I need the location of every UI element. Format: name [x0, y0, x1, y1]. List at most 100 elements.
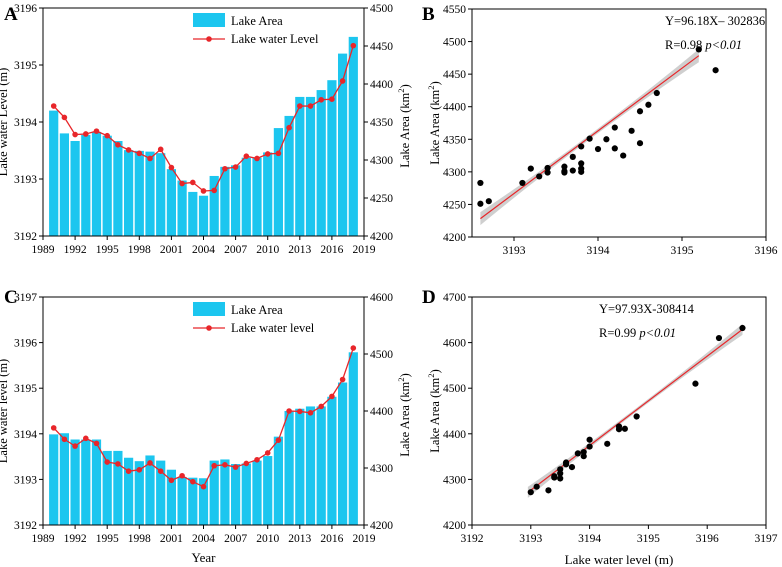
line-point-A-1993: [83, 131, 89, 137]
bar-C-2014: [305, 406, 316, 525]
line-point-A-1994: [93, 128, 100, 134]
bar-A-1992: [70, 141, 80, 236]
bar-C-1995: [102, 450, 112, 525]
x-tick-label-B-3193: 3193: [503, 245, 526, 257]
line-point-C-2000: [157, 468, 164, 474]
x-tick-label-C-1989: 1989: [32, 533, 55, 545]
y-tick-right-label-C-4200: 4200: [370, 520, 393, 532]
bar-C-2016: [327, 396, 337, 525]
bar-C-2017: [337, 382, 348, 525]
line-point-A-1997: [125, 147, 132, 153]
y-tick-label-B-4500: 4500: [443, 37, 466, 49]
scatter-point-B-9: [561, 168, 568, 175]
bar-C-1999: [145, 455, 155, 525]
x-tick-label-A-2016: 2016: [320, 244, 343, 256]
bar-C-2002: [177, 477, 187, 525]
bar-A-1993: [81, 134, 91, 236]
bar-C-2011: [273, 436, 284, 525]
scatter-point-B-5: [536, 173, 543, 180]
x-axis-label-D: Lake water level (m): [565, 552, 674, 567]
y-tick-left-label-C-3196: 3196: [14, 338, 37, 350]
legend-label-bar-A: Lake Area: [231, 14, 283, 28]
bar-A-2011: [273, 128, 284, 236]
y-tick-left-label-A-3192: 3192: [14, 231, 37, 243]
y-tick-label-D-4300: 4300: [443, 474, 466, 486]
bar-A-1991: [59, 133, 70, 236]
correlation-p-D: p<0.01: [638, 326, 676, 340]
x-tick-label-C-2010: 2010: [256, 533, 279, 545]
bar-A-1997: [123, 150, 134, 236]
line-point-C-2006: [222, 462, 228, 468]
scatter-point-B-27: [653, 89, 660, 97]
bar-C-1992: [70, 439, 80, 525]
scatter-point-B-6: [544, 169, 551, 176]
y-axis-right-label-A-main: Lake Area (km: [398, 93, 412, 168]
line-point-C-2017: [339, 376, 346, 383]
line-point-A-2017: [339, 78, 346, 84]
line-point-C-2010: [264, 450, 271, 456]
scatter-point-B-1: [477, 179, 484, 187]
scatter-point-B-23: [586, 135, 593, 142]
bar-C-2005: [209, 460, 219, 525]
y-tick-right-label-C-4400: 4400: [370, 406, 393, 418]
y-tick-right-label-C-4300: 4300: [370, 463, 393, 475]
x-tick-label-B-3196: 3196: [755, 245, 778, 257]
y-tick-right-label-A-4250: 4250: [370, 193, 393, 205]
line-point-A-2006: [222, 165, 228, 172]
y-tick-right-label-A-4400: 4400: [370, 79, 393, 91]
y-axis-right-label-A-text: Lake Area (km2): [396, 84, 412, 168]
legend-label-line-C: Lake water level: [231, 321, 315, 335]
bar-C-2008: [241, 463, 251, 525]
y-axis-label-D-end: ): [428, 369, 442, 373]
x-tick-label-C-2007: 2007: [224, 533, 247, 545]
scatter-point-D-8: [568, 463, 576, 471]
bar-C-2009: [252, 460, 262, 525]
bar-C-2001: [166, 469, 177, 525]
correlation-p-B: p<0.01: [704, 38, 742, 52]
bar-A-2008: [241, 157, 251, 236]
y-tick-left-label-C-3195: 3195: [14, 383, 37, 395]
legend-label-bar-C: Lake Area: [231, 303, 283, 317]
y-axis-right-label-A-sup: 2: [396, 88, 406, 92]
line-point-C-2013: [297, 408, 303, 415]
x-tick-label-A-1998: 1998: [128, 244, 151, 256]
correlation-D: R=0.99 p<0.01: [599, 326, 676, 340]
scatter-point-B-20: [636, 140, 644, 147]
bar-C-2018: [348, 352, 358, 525]
x-tick-label-C-1992: 1992: [64, 533, 87, 545]
correlation-r-B: R=0.98: [665, 38, 705, 52]
line-point-A-2013: [297, 103, 303, 109]
y-tick-right-label-A-4300: 4300: [370, 155, 393, 167]
scatter-point-B-3: [519, 179, 526, 187]
bar-A-2009: [252, 157, 262, 236]
line-point-A-1990: [50, 103, 57, 109]
y-tick-right-label-A-4200: 4200: [370, 231, 393, 243]
x-tick-label-B-3195: 3195: [671, 245, 694, 257]
line-point-A-2018: [350, 42, 357, 49]
scatter-point-D-23: [557, 475, 564, 482]
scatter-point-D-0: [527, 489, 534, 496]
line-point-A-1998: [136, 150, 143, 157]
scatter-point-B-28: [712, 67, 719, 74]
scatter-point-B-7: [544, 164, 551, 172]
bar-A-2007: [230, 165, 241, 236]
x-tick-label-A-2010: 2010: [256, 244, 279, 256]
x-tick-label-D-3194: 3194: [578, 533, 601, 545]
x-tick-label-B-3194: 3194: [587, 245, 610, 257]
line-point-A-1992: [72, 131, 78, 138]
bar-A-2006: [220, 166, 230, 236]
line-point-A-2005: [211, 187, 217, 194]
plot-frame-B: [471, 8, 767, 238]
bar-A-2017: [337, 53, 348, 236]
y-tick-left-label-A-3195: 3195: [14, 60, 37, 72]
line-point-C-1992: [72, 443, 78, 449]
bar-A-2014: [305, 96, 316, 236]
scatter-point-B-15: [578, 160, 585, 167]
y-axis-right-label-A: Lake Area (km2): [396, 84, 412, 168]
y-axis-label-D: Lake Area (km2): [426, 369, 442, 453]
y-tick-label-D-4400: 4400: [443, 429, 466, 441]
line-point-C-2002: [179, 472, 185, 479]
line-point-C-1994: [93, 440, 100, 447]
bar-C-2003: [188, 477, 198, 525]
y-tick-label-D-4200: 4200: [443, 520, 466, 532]
